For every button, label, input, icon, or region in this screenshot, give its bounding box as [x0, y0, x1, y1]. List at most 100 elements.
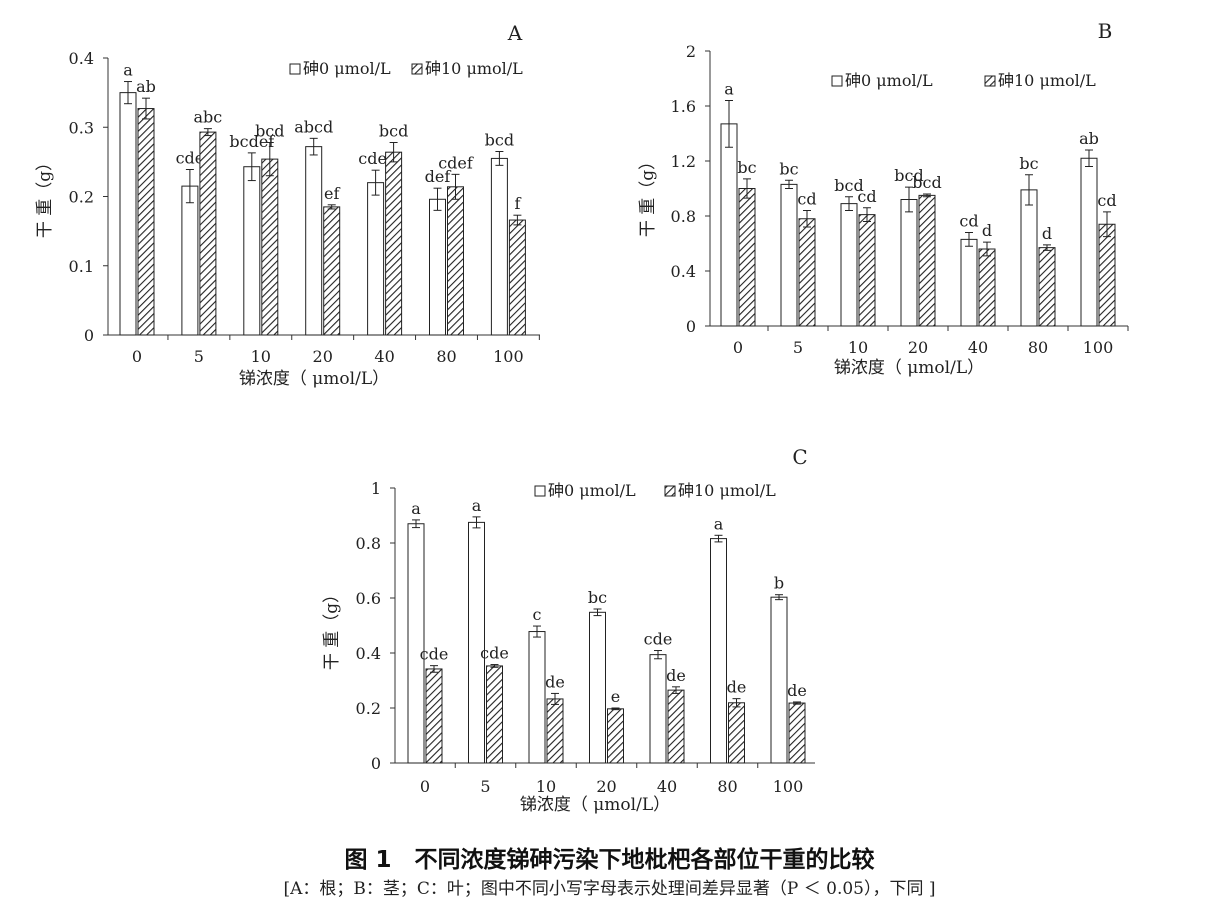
significance-label: cd	[959, 212, 978, 231]
bar-arsenic-0	[710, 538, 727, 764]
bar-arsenic-0	[429, 198, 446, 336]
bar-arsenic-10	[738, 188, 756, 327]
x-tick-label: 5	[480, 777, 490, 796]
significance-label: ab	[1079, 129, 1099, 148]
bar-arsenic-10	[447, 186, 464, 336]
significance-label: bcdef	[229, 132, 275, 151]
bar-arsenic-10	[508, 219, 526, 336]
panel-label: B	[1098, 19, 1113, 43]
x-tick-label: 80	[1028, 338, 1048, 357]
y-tick-label: 0.4	[69, 49, 94, 68]
significance-label: bcd	[255, 121, 284, 140]
y-tick-label: 1.6	[671, 97, 696, 116]
figure-caption-title: 图 1 不同浓度锑砷污染下地枇杷各部位干重的比较	[344, 847, 875, 873]
significance-label: cde	[644, 630, 673, 649]
bar-arsenic-0	[720, 123, 738, 327]
bar-arsenic-0	[119, 92, 137, 336]
x-tick-label: 5	[793, 338, 803, 357]
significance-label: de	[727, 678, 747, 697]
y-axis-title: 干 重（g）	[322, 586, 342, 670]
significance-label: e	[611, 687, 620, 706]
bar-arsenic-0	[1020, 189, 1038, 327]
bar-arsenic-0	[407, 523, 425, 764]
significance-label: cde	[176, 148, 205, 167]
significance-label: cde	[420, 645, 449, 664]
bar-arsenic-0	[960, 238, 978, 327]
bar-arsenic-10	[918, 194, 936, 327]
y-tick-label: 1.2	[671, 152, 696, 171]
panel-label: A	[507, 21, 523, 45]
bar-arsenic-0	[243, 166, 261, 336]
significance-label: ab	[136, 77, 156, 96]
y-tick-label: 0.4	[356, 644, 381, 663]
bar-arsenic-0	[1080, 157, 1098, 327]
significance-label: cdef	[438, 153, 474, 172]
significance-label: a	[123, 61, 133, 80]
bar-arsenic-10	[667, 689, 685, 764]
y-tick-label: 2	[686, 42, 696, 61]
bar-arsenic-0	[780, 183, 798, 327]
significance-label: bcd	[834, 176, 863, 195]
bar-arsenic-10	[798, 218, 816, 327]
x-tick-label: 20	[313, 347, 333, 366]
bar-arsenic-0	[305, 146, 323, 336]
bar-arsenic-10	[1098, 223, 1116, 327]
bar-arsenic-10	[261, 158, 279, 336]
significance-label: b	[774, 574, 784, 593]
y-tick-label: 0	[686, 317, 696, 336]
bar-arsenic-10	[385, 151, 403, 336]
x-tick-label: 10	[536, 777, 556, 796]
bar-arsenic-10	[199, 131, 217, 336]
legend-swatch-arsenic-10	[411, 63, 423, 75]
x-tick-label: 20	[596, 777, 616, 796]
significance-label: ef	[324, 184, 340, 203]
bar-arsenic-10	[486, 665, 503, 764]
significance-label: d	[982, 221, 992, 240]
figure-caption-note: [A：根；B：茎；C：叶；图中不同小写字母表示处理间差异显著（P ＜ 0.05）…	[283, 879, 936, 899]
y-tick-label: 0.8	[356, 534, 381, 553]
significance-label: bcd	[379, 121, 408, 140]
significance-label: bcd	[485, 130, 514, 149]
legend-label: 砷0 μmol/L	[303, 59, 391, 78]
bar-arsenic-10	[546, 698, 564, 764]
y-axis-title: 干 重（g）	[35, 154, 55, 238]
significance-label: a	[411, 499, 421, 518]
significance-label: cd	[797, 190, 816, 209]
significance-label: cd	[1097, 191, 1116, 210]
bar-arsenic-10	[858, 214, 876, 327]
y-tick-label: 0.3	[69, 118, 94, 137]
legend-label: 砷10 μmol/L	[678, 481, 776, 500]
bar-arsenic-0	[589, 611, 606, 764]
legend-label: 砷0 μmol/L	[548, 481, 636, 500]
bar-arsenic-10	[1038, 247, 1056, 327]
bar-arsenic-10	[425, 668, 443, 764]
bar-arsenic-10	[137, 108, 155, 336]
x-tick-label: 100	[1083, 338, 1114, 357]
significance-label: bc	[779, 159, 798, 178]
significance-label: a	[724, 80, 734, 99]
bar-arsenic-0	[649, 654, 667, 764]
significance-label: abc	[194, 108, 223, 127]
bar-arsenic-10	[728, 702, 745, 764]
x-tick-label: 100	[493, 347, 524, 366]
x-tick-label: 80	[436, 347, 456, 366]
x-tick-label: 0	[420, 777, 430, 796]
bar-arsenic-10	[788, 702, 806, 764]
significance-label: de	[666, 666, 686, 685]
bar-arsenic-0	[490, 157, 508, 336]
x-tick-label: 40	[968, 338, 988, 357]
x-tick-label: 0	[733, 338, 743, 357]
legend-label: 砷10 μmol/L	[998, 71, 1096, 90]
bar-arsenic-0	[840, 203, 858, 327]
x-tick-label: 80	[717, 777, 737, 796]
x-tick-label: 0	[132, 347, 142, 366]
bar-arsenic-0	[367, 182, 385, 336]
bar-arsenic-0	[770, 596, 788, 764]
significance-label: de	[787, 681, 807, 700]
significance-label: def	[425, 167, 452, 186]
significance-label: bcd	[894, 166, 923, 185]
significance-label: f	[514, 194, 521, 213]
x-tick-label: 100	[773, 777, 804, 796]
y-tick-label: 0.1	[69, 257, 94, 276]
